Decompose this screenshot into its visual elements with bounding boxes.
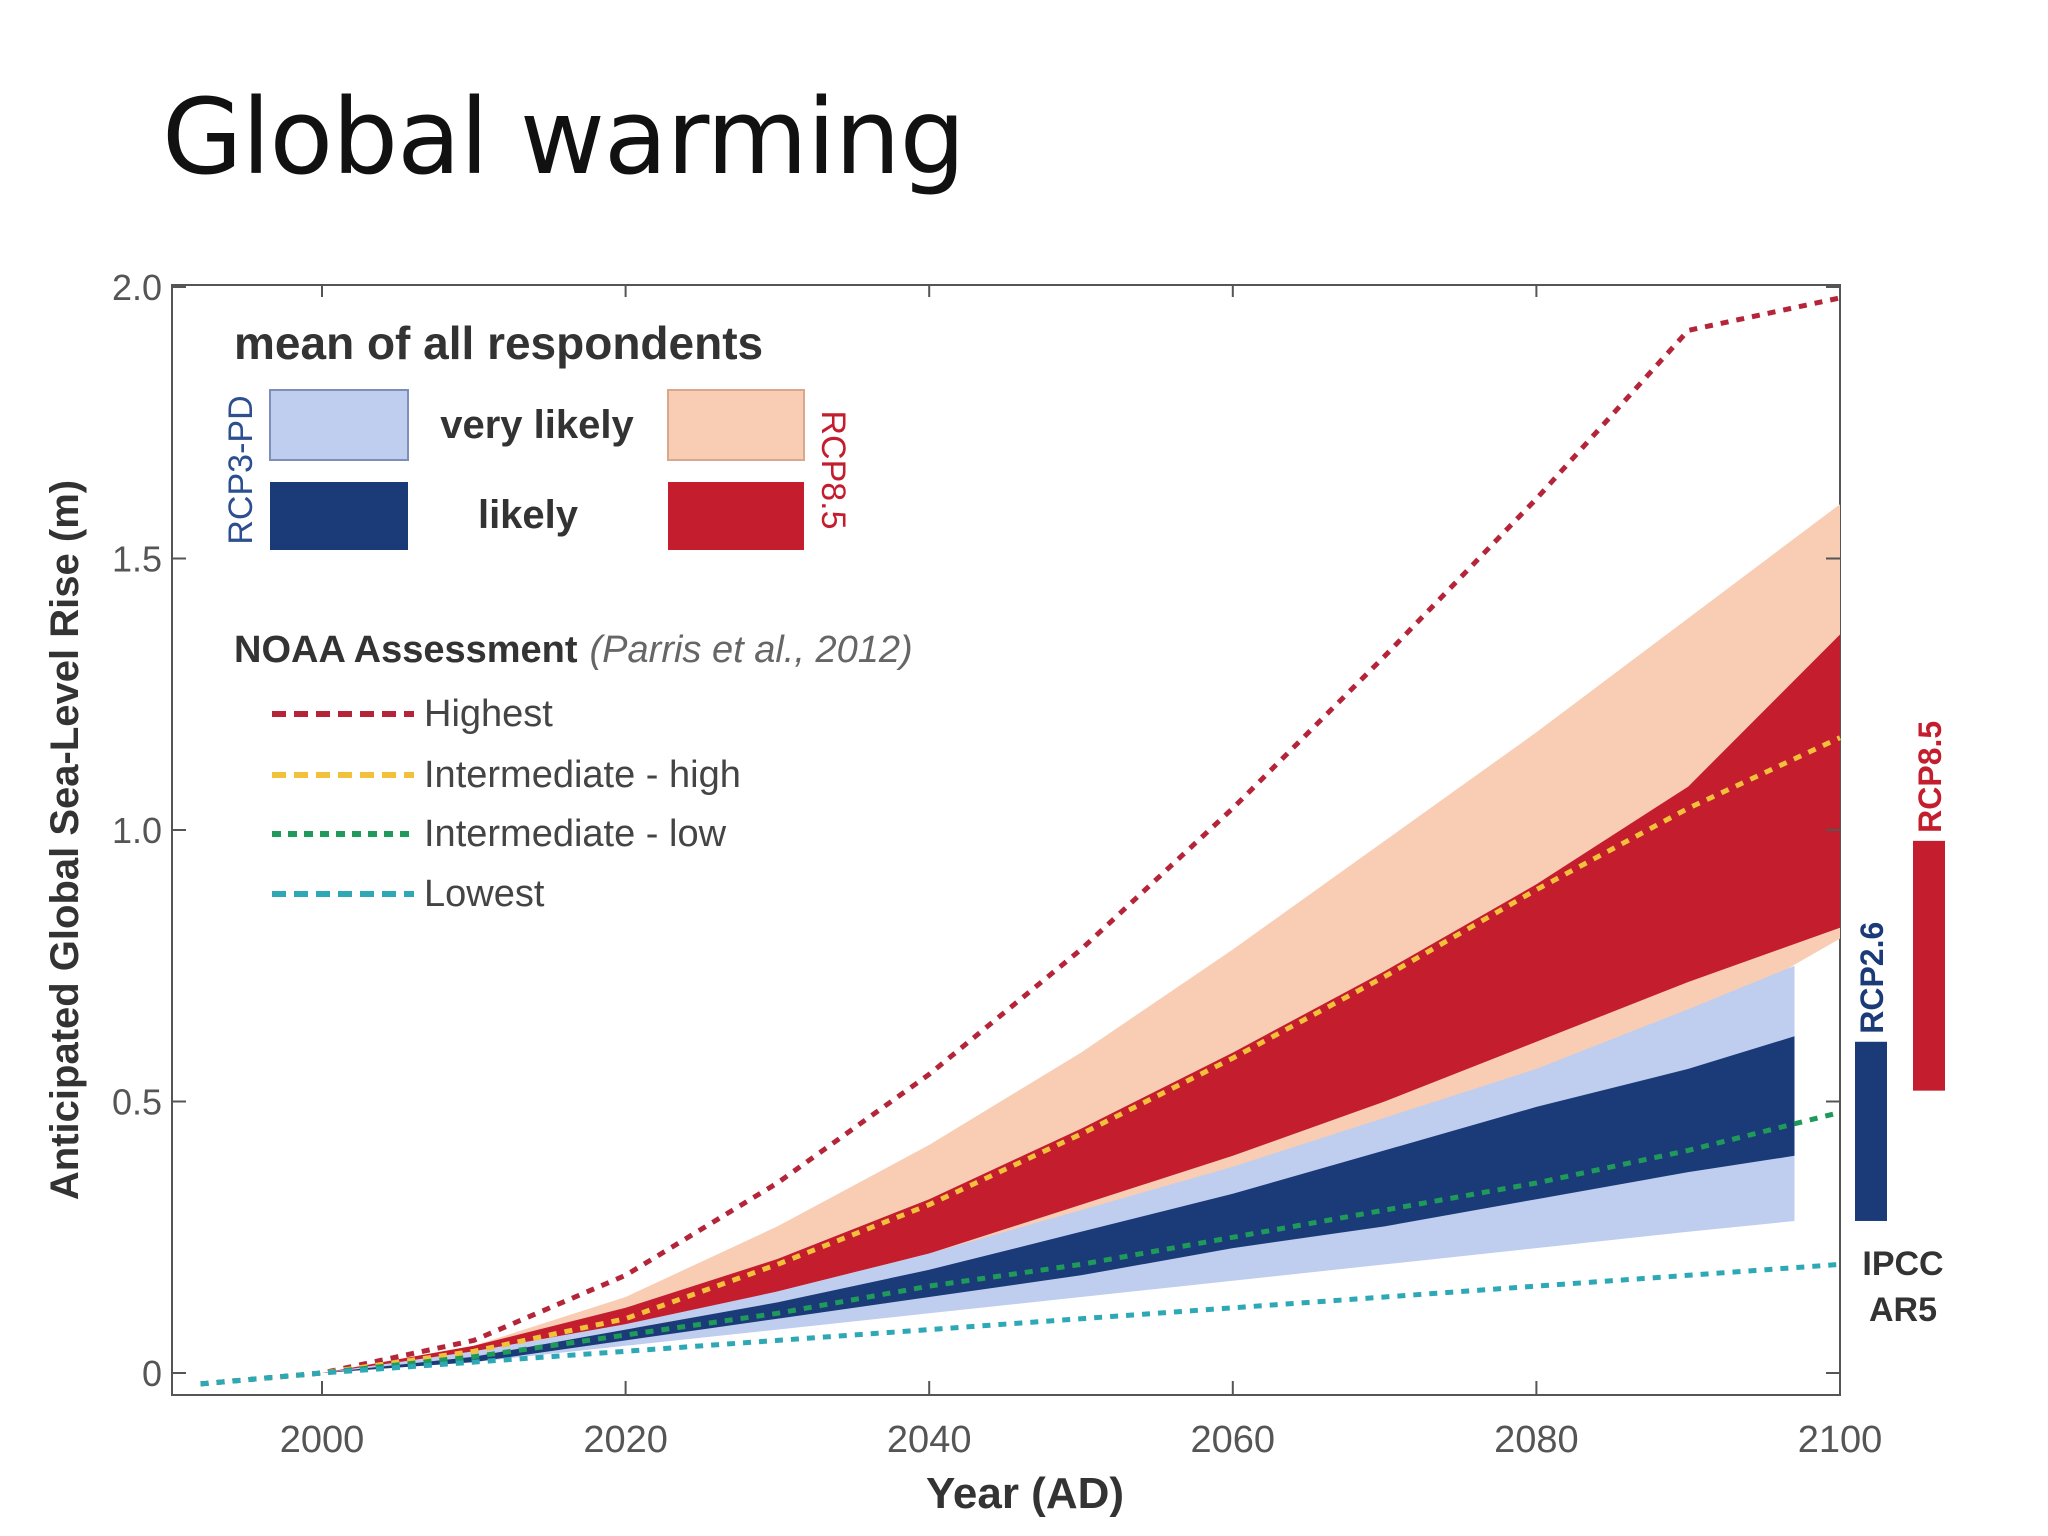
series-layer	[200, 295, 1842, 1387]
legend-swatch-rcp85-likely	[668, 482, 804, 550]
legend-likely-label: likely	[478, 493, 579, 537]
ipcc-bar-label: RCP8.5	[1912, 721, 1948, 833]
ipcc-bars: RCP2.6 RCP8.5 IPCC AR5	[1854, 721, 1948, 1329]
legend-rcp3-label: RCP3-PD	[222, 395, 260, 544]
y-tick-label: 0	[142, 1353, 162, 1394]
ipcc-label-line2: AR5	[1869, 1291, 1937, 1329]
ipcc-bar-rcp26	[1855, 1041, 1887, 1221]
ipcc-bar-rcp85	[1913, 840, 1945, 1091]
x-tick-label: 2100	[1798, 1419, 1883, 1461]
noaa-legend-label: Intermediate - high	[424, 754, 741, 796]
x-tick-label: 2040	[887, 1419, 972, 1461]
noaa-legend-label: Highest	[424, 693, 553, 735]
legend-rcp85-label: RCP8.5	[814, 410, 852, 529]
bands-layer	[322, 504, 1840, 1373]
legend-swatch-rcp3-likely	[270, 482, 408, 550]
legend-very-likely-label: very likely	[440, 403, 634, 447]
x-tick-label: 2000	[280, 1419, 365, 1461]
legend-swatch-rcp85-very-likely	[667, 389, 805, 461]
x-tick-label: 2020	[583, 1419, 668, 1461]
x-tick-label: 2080	[1494, 1419, 1579, 1461]
y-tick-label: 2.0	[112, 267, 162, 308]
noaa-legend-title: NOAA Assessment	[234, 629, 578, 671]
ipcc-label-line1: IPCC	[1862, 1245, 1943, 1283]
noaa-legend-label: Intermediate - low	[424, 813, 727, 855]
x-tick-label: 2060	[1191, 1419, 1276, 1461]
x-axis: 2000 2020 2040 2060 2080 2100	[280, 285, 1883, 1461]
y-axis-title: Anticipated Global Sea-Level Rise (m)	[43, 480, 87, 1200]
noaa-legend: NOAA Assessment (Parris et al., 2012) Hig…	[234, 629, 913, 915]
noaa-legend-heading: NOAA Assessment (Parris et al., 2012)	[234, 629, 913, 671]
y-axis: 0 0.5 1.0 1.5 2.0	[112, 267, 1840, 1394]
expert-legend-title: mean of all respondents	[234, 317, 763, 369]
series-line-lowest	[200, 1261, 1841, 1387]
series-line-intermediate-low	[200, 1109, 1841, 1387]
y-tick-label: 1.5	[112, 539, 162, 580]
x-axis-title: Year (AD)	[926, 1469, 1124, 1518]
band-rcp8-5-likely	[322, 634, 1840, 1373]
expert-legend: mean of all respondents very likely like…	[222, 317, 852, 550]
y-tick-label: 1.0	[112, 810, 162, 851]
legend-swatch-rcp3-very-likely	[269, 389, 409, 461]
series-line-highest	[200, 295, 1841, 1387]
noaa-legend-citation: (Parris et al., 2012)	[590, 629, 913, 671]
slide-title: Global warming	[162, 76, 966, 198]
series-line-intermediate-high	[200, 735, 1842, 1387]
band-rcp3-pd-likely	[322, 1036, 1795, 1373]
ipcc-bar-label: RCP2.6	[1854, 922, 1890, 1034]
noaa-legend-items: Highest Intermediate - high Intermediate -…	[272, 693, 741, 915]
noaa-legend-label: Lowest	[424, 873, 545, 915]
y-tick-label: 0.5	[112, 1082, 162, 1123]
